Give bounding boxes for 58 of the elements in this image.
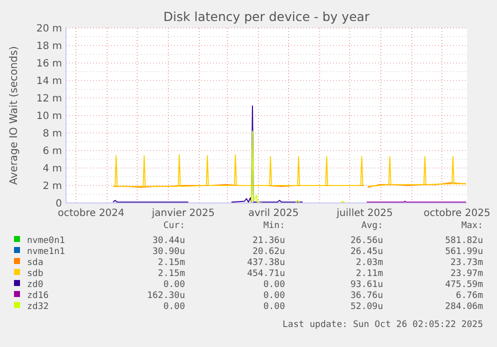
y-tick-label: 12 m (36, 94, 62, 104)
text: 454.71u (247, 269, 285, 279)
y-tick-label: 14 m (36, 76, 62, 87)
y-tick-label: 18 m (36, 41, 62, 52)
text: 52.09u (350, 302, 383, 312)
text: 0.00 (163, 302, 185, 312)
legend-label: nvme0n1 (27, 236, 65, 246)
legend-label: sdb (27, 269, 44, 279)
text: 2.11m (356, 269, 383, 279)
text: 0.00 (263, 280, 285, 290)
text: 20.62u (252, 247, 285, 257)
y-tick-label: 0 (56, 198, 62, 210)
text: 561.99u (445, 247, 483, 257)
y-tick-label: 8 m (42, 128, 62, 140)
y-tick-label: 20 m (36, 24, 62, 34)
y-tick-label: 16 m (36, 58, 62, 70)
y-axis-title: Average IO Wait (seconds) (8, 46, 20, 185)
text: 6.76m (456, 291, 483, 301)
text: 21.36u (252, 236, 285, 246)
text: 30.44u (152, 236, 185, 246)
x-tick-label: octobre 2024 (58, 208, 124, 219)
text: Cur: (163, 221, 185, 231)
text: 30.90u (152, 247, 185, 257)
text: 23.97m (450, 269, 483, 279)
y-tick-label: 4 m (42, 164, 62, 174)
text: Max: (461, 221, 483, 231)
text: 0.00 (263, 291, 285, 301)
legend-label: sda (27, 258, 44, 268)
legend-label: zd16 (27, 291, 49, 301)
text: 581.82u (445, 236, 483, 246)
text: 93.61u (350, 280, 383, 290)
legend-label: zd0 (27, 280, 44, 290)
y-tick-label: 2 m (42, 181, 62, 192)
text: 437.38u (247, 258, 285, 268)
text: 26.56u (350, 236, 383, 246)
y-tick-label: 6 m (42, 146, 62, 157)
text: 2.15m (158, 269, 185, 279)
text: 284.06m (445, 302, 483, 312)
text: 475.59m (445, 280, 483, 290)
text: 26.45u (350, 247, 383, 257)
text: 2.03m (356, 258, 383, 268)
legend-label: zd32 (27, 302, 49, 312)
chart-title: Disk latency per device - by year (163, 9, 370, 24)
text: 162.30u (147, 291, 185, 301)
text: Avg: (361, 221, 383, 231)
text: 0.00 (263, 302, 285, 312)
legend-label: nvme1n1 (27, 247, 65, 257)
text: Min: (263, 221, 285, 231)
text: 23.73m (450, 258, 483, 268)
x-tick-label: janvier 2025 (150, 208, 215, 219)
text: Last update: Sun Oct 26 02:05:22 2025 (282, 320, 483, 330)
y-tick-label: 10 m (36, 111, 62, 122)
text: 36.76u (350, 291, 383, 301)
x-tick-label: avril 2025 (248, 208, 299, 219)
text: 0.00 (163, 280, 185, 290)
text: 2.15m (158, 258, 185, 268)
x-tick-label: juillet 2025 (336, 208, 393, 219)
x-tick-label: octobre 2025 (424, 208, 490, 219)
